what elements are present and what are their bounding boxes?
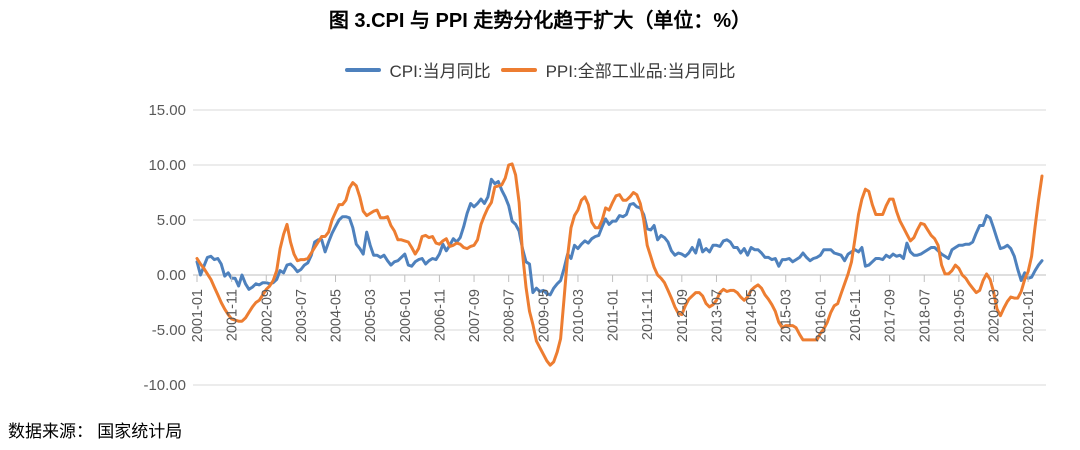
cpi-series-line: [195, 177, 1044, 297]
x-axis-tick-label: 2009-05: [536, 289, 552, 342]
chart-legend: CPI:当月同比 PPI:全部工业品:当月同比: [0, 57, 1080, 82]
x-axis-tick-label: 2017-09: [883, 289, 899, 342]
x-axis-tick-label: 2001-11: [225, 289, 241, 341]
x-axis-tick-label: 2006-01: [398, 289, 414, 342]
legend-swatch-cpi: [344, 67, 381, 72]
y-axis-tick-label: 5.00: [157, 212, 186, 229]
y-axis-tick-label: 15.00: [148, 102, 186, 119]
x-axis-tick-label: 2015-03: [779, 289, 795, 342]
x-axis-tick-label: 2006-11: [432, 289, 448, 341]
x-axis-tick-label: 2007-09: [467, 289, 483, 342]
x-axis-tick-label: 2018-07: [917, 289, 933, 342]
x-axis-tick-label: 2001-01: [190, 289, 206, 342]
x-axis-tick-label: 2021-01: [1021, 289, 1037, 342]
x-axis-tick-label: 2004-05: [329, 289, 345, 342]
y-axis-tick-label: -5.00: [152, 322, 186, 339]
y-axis-tick-label: 0.00: [157, 267, 186, 284]
x-axis-tick-label: 2003-07: [294, 289, 310, 342]
legend-swatch-ppi: [500, 67, 537, 72]
x-axis-tick-label: 2011-01: [606, 289, 622, 341]
x-axis-tick-label: 2005-03: [363, 289, 379, 342]
x-axis-tick-label: 2020-03: [987, 289, 1003, 342]
legend-label-ppi: PPI:全部工业品:当月同比: [545, 62, 736, 81]
x-axis-tick-label: 2013-07: [710, 289, 726, 342]
x-axis-tick-label: 2011-11: [640, 289, 656, 340]
x-axis-tick-label: 2002-09: [259, 289, 275, 342]
chart-title: 图 3.CPI 与 PPI 走势分化趋于扩大（单位：%）: [328, 10, 752, 32]
legend-label-cpi: CPI:当月同比: [389, 62, 491, 81]
ppi-series-line: [195, 162, 1044, 367]
legend-item-cpi[interactable]: CPI:当月同比: [344, 57, 491, 82]
y-axis-tick-label: -10.00: [143, 377, 186, 394]
x-axis-tick-label: 2008-07: [502, 289, 518, 342]
x-axis-tick-label: 2012-09: [675, 289, 691, 342]
data-source: 数据来源： 国家统计局: [8, 422, 183, 441]
y-axis-tick-label: 10.00: [148, 157, 186, 174]
x-axis-tick-label: 2019-05: [952, 289, 968, 342]
x-axis-tick-label: 2016-01: [813, 289, 829, 342]
legend-item-ppi[interactable]: PPI:全部工业品:当月同比: [500, 57, 736, 82]
x-axis-tick-label: 2014-05: [744, 289, 760, 342]
x-axis-tick-label: 2016-11: [848, 289, 864, 341]
x-axis-tick-label: 2010-03: [571, 289, 587, 342]
